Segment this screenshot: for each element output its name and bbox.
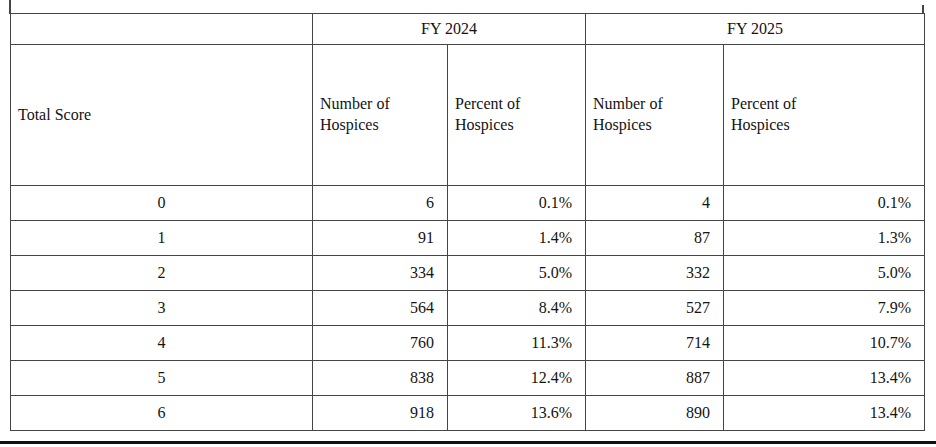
fy2025-percent-cell: 13.4% xyxy=(724,361,925,396)
fy2025-number-header: Number of Hospices xyxy=(586,45,724,186)
total-score-header: Total Score xyxy=(11,45,313,186)
fy2024-number-cell: 918 xyxy=(313,396,448,431)
fy2024-percent-cell: 8.4% xyxy=(448,291,586,326)
fy2024-number-header-label: Number of Hospices xyxy=(320,94,420,136)
score-distribution-table: FY 2024 FY 2025 Total Score Number of Ho… xyxy=(10,13,925,431)
fy2024-number-cell: 760 xyxy=(313,326,448,361)
fy2024-percent-header: Percent of Hospices xyxy=(448,45,586,186)
fy2024-number-cell: 6 xyxy=(313,186,448,221)
fy2024-percent-cell: 11.3% xyxy=(448,326,586,361)
score-cell: 0 xyxy=(11,186,313,221)
fy2024-percent-cell: 1.4% xyxy=(448,221,586,256)
fy2025-percent-cell: 0.1% xyxy=(724,186,925,221)
year-header-row: FY 2024 FY 2025 xyxy=(11,14,925,45)
score-cell: 4 xyxy=(11,326,313,361)
fy-2024-header: FY 2024 xyxy=(313,14,586,45)
fy2025-number-cell: 332 xyxy=(586,256,724,291)
table-row: 6 918 13.6% 890 13.4% xyxy=(11,396,925,431)
fy2025-number-cell: 527 xyxy=(586,291,724,326)
fy2025-percent-cell: 5.0% xyxy=(724,256,925,291)
fy2024-percent-header-label: Percent of Hospices xyxy=(455,94,555,136)
table-row: 2 334 5.0% 332 5.0% xyxy=(11,256,925,291)
fy2025-number-header-label: Number of Hospices xyxy=(593,94,693,136)
fy2025-number-cell: 890 xyxy=(586,396,724,431)
page-border-tick-left xyxy=(9,0,11,14)
fy2025-percent-cell: 10.7% xyxy=(724,326,925,361)
fy2025-percent-cell: 7.9% xyxy=(724,291,925,326)
table-row: 4 760 11.3% 714 10.7% xyxy=(11,326,925,361)
score-cell: 6 xyxy=(11,396,313,431)
fy2024-number-cell: 838 xyxy=(313,361,448,396)
fy2024-number-cell: 91 xyxy=(313,221,448,256)
fy2025-number-cell: 887 xyxy=(586,361,724,396)
table-row: 0 6 0.1% 4 0.1% xyxy=(11,186,925,221)
fy2025-percent-header: Percent of Hospices xyxy=(724,45,925,186)
fy2025-number-cell: 4 xyxy=(586,186,724,221)
fy2025-number-cell: 714 xyxy=(586,326,724,361)
fy2024-number-cell: 334 xyxy=(313,256,448,291)
fy2025-percent-cell: 1.3% xyxy=(724,221,925,256)
score-cell: 2 xyxy=(11,256,313,291)
fy2025-percent-header-label: Percent of Hospices xyxy=(731,94,831,136)
fy2025-percent-cell: 13.4% xyxy=(724,396,925,431)
fy2024-number-header: Number of Hospices xyxy=(313,45,448,186)
corner-cell xyxy=(11,14,313,45)
score-cell: 3 xyxy=(11,291,313,326)
fy-2025-header: FY 2025 xyxy=(586,14,925,45)
score-cell: 5 xyxy=(11,361,313,396)
table-row: 3 564 8.4% 527 7.9% xyxy=(11,291,925,326)
score-cell: 1 xyxy=(11,221,313,256)
fy2024-percent-cell: 12.4% xyxy=(448,361,586,396)
fy2024-number-cell: 564 xyxy=(313,291,448,326)
table-row: 1 91 1.4% 87 1.3% xyxy=(11,221,925,256)
fy2024-percent-cell: 5.0% xyxy=(448,256,586,291)
table-row: 5 838 12.4% 887 13.4% xyxy=(11,361,925,396)
fy2025-number-cell: 87 xyxy=(586,221,724,256)
fy2024-percent-cell: 0.1% xyxy=(448,186,586,221)
fy2024-percent-cell: 13.6% xyxy=(448,396,586,431)
document-horizontal-rule xyxy=(0,441,936,444)
column-header-row: Total Score Number of Hospices Percent o… xyxy=(11,45,925,186)
